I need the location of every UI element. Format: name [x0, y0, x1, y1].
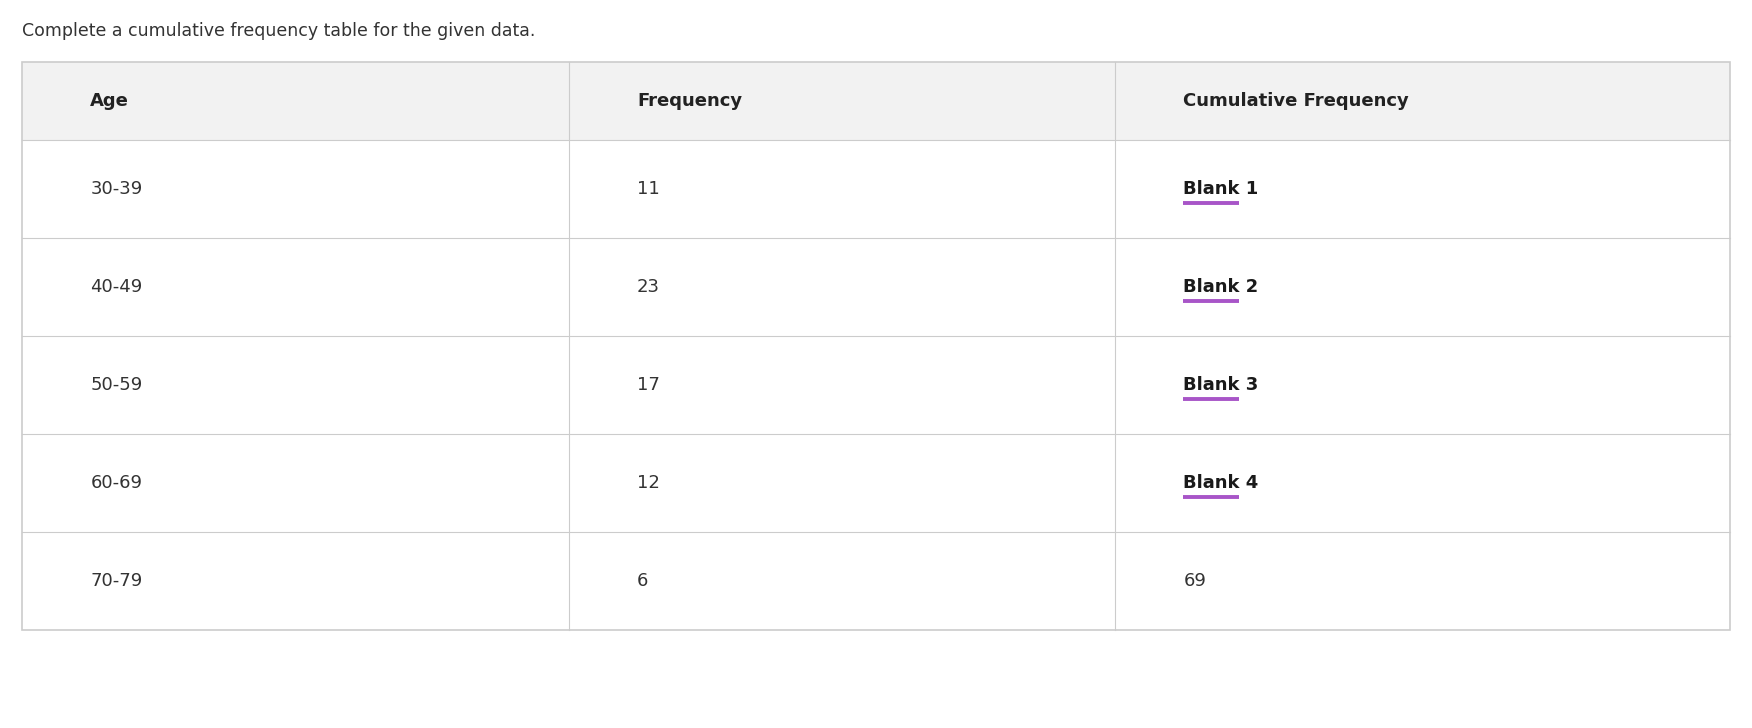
Bar	[23, 140, 1729, 238]
Bar	[23, 62, 1729, 630]
Bar	[23, 532, 1729, 630]
Text: 40-49: 40-49	[91, 278, 142, 296]
Text: 6: 6	[638, 572, 648, 590]
Text: 12: 12	[638, 474, 661, 492]
Text: Frequency: Frequency	[638, 92, 743, 110]
Text: 30-39: 30-39	[91, 180, 142, 198]
Text: Age: Age	[91, 92, 130, 110]
Text: 11: 11	[638, 180, 661, 198]
Text: Complete a cumulative frequency table for the given data.: Complete a cumulative frequency table fo…	[23, 22, 536, 40]
Text: Blank 3: Blank 3	[1183, 376, 1258, 394]
Text: 17: 17	[638, 376, 661, 394]
Text: 50-59: 50-59	[91, 376, 142, 394]
Bar	[23, 238, 1729, 336]
Text: Cumulative Frequency: Cumulative Frequency	[1183, 92, 1409, 110]
Bar	[23, 434, 1729, 532]
Text: Blank 1: Blank 1	[1183, 180, 1258, 198]
Bar	[23, 336, 1729, 434]
Text: 23: 23	[638, 278, 661, 296]
Bar	[23, 62, 1729, 140]
Text: 69: 69	[1183, 572, 1207, 590]
Text: Blank 4: Blank 4	[1183, 474, 1258, 492]
Text: 70-79: 70-79	[91, 572, 142, 590]
Text: Blank 2: Blank 2	[1183, 278, 1258, 296]
Text: 60-69: 60-69	[91, 474, 142, 492]
